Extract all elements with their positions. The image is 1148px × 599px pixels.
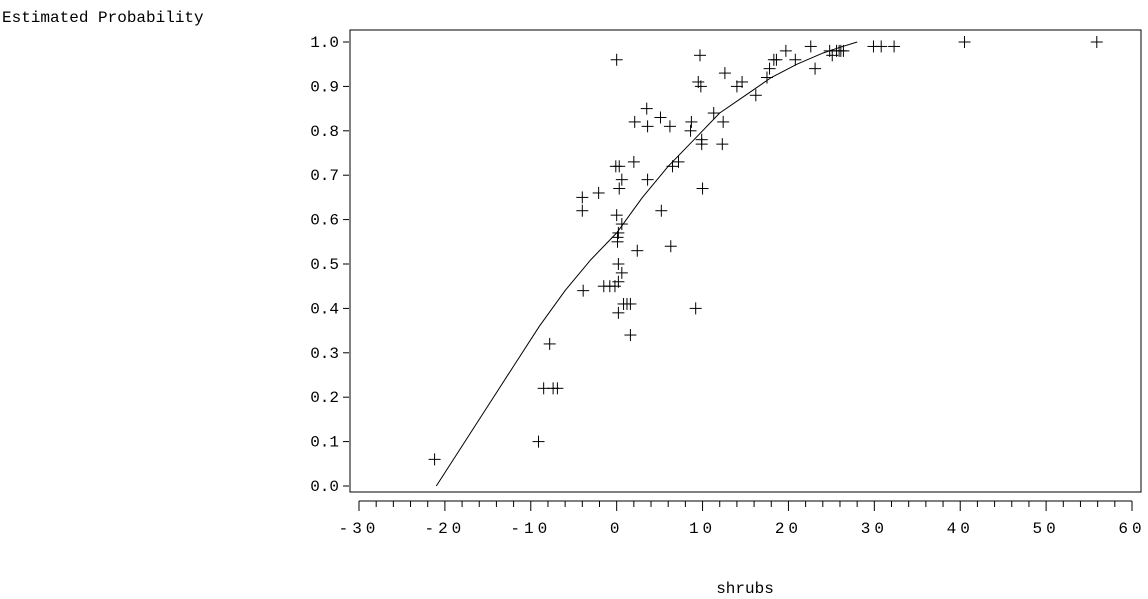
plot-frame — [349, 29, 1142, 493]
data-point — [695, 133, 708, 146]
data-point — [717, 115, 730, 128]
x-tick-label: 10 — [689, 520, 716, 538]
y-tick-label: 1.0 — [310, 34, 339, 52]
data-point — [718, 67, 731, 80]
data-point — [770, 53, 783, 66]
x-tick-label: -30 — [339, 520, 380, 538]
data-point — [779, 44, 792, 57]
data-point — [610, 209, 623, 222]
scatter-points — [428, 36, 1103, 466]
y-tick-label: 0.8 — [310, 123, 339, 141]
data-point — [837, 44, 850, 57]
data-point — [615, 218, 628, 231]
y-axis: 0.0 0.1 0.2 0.3 0.4 0.5 0.6 0.7 0.8 0.9 1.0 — [310, 34, 349, 496]
data-point — [577, 284, 590, 297]
data-point — [684, 124, 697, 137]
y-tick-label: 0.2 — [310, 389, 339, 407]
data-point — [655, 204, 668, 217]
data-point — [763, 62, 776, 75]
data-point — [428, 453, 441, 466]
y-tick-label: 0.4 — [310, 300, 339, 318]
data-point — [804, 40, 817, 53]
data-point — [612, 226, 625, 239]
data-point — [641, 173, 654, 186]
x-tick-label: 0 — [610, 520, 624, 538]
data-point — [631, 244, 644, 257]
data-point — [875, 40, 888, 53]
data-point — [628, 115, 641, 128]
data-point — [689, 302, 702, 315]
data-point — [654, 111, 667, 124]
data-point — [627, 155, 640, 168]
y-tick-label: 0.6 — [310, 212, 339, 230]
x-tick-label: 60 — [1118, 520, 1145, 538]
data-point — [592, 186, 605, 199]
x-tick-label: -20 — [424, 520, 465, 538]
data-point — [707, 107, 720, 120]
data-point — [664, 240, 677, 253]
data-point — [666, 160, 679, 173]
x-tick-label: 50 — [1033, 520, 1060, 538]
data-point — [532, 435, 545, 448]
data-point — [576, 191, 589, 204]
data-point — [624, 329, 637, 342]
data-point — [672, 155, 685, 168]
data-point — [615, 173, 628, 186]
data-point — [624, 297, 637, 310]
x-tick-label: 20 — [775, 520, 802, 538]
data-point — [693, 49, 706, 62]
data-point — [551, 382, 564, 395]
y-axis-label: Estimated Probability — [2, 9, 204, 27]
data-point — [612, 258, 625, 270]
data-point — [809, 62, 822, 75]
data-point — [576, 204, 589, 217]
data-point — [640, 102, 653, 115]
data-point — [543, 337, 556, 350]
data-point — [613, 160, 626, 173]
data-point — [641, 120, 654, 133]
x-tick-label: -10 — [510, 520, 551, 538]
data-point — [1090, 36, 1103, 48]
x-tick-label: 40 — [947, 520, 974, 538]
data-point — [663, 120, 676, 133]
y-tick-label: 0.9 — [310, 78, 339, 96]
data-point — [613, 182, 626, 195]
y-tick-label: 0.1 — [310, 434, 339, 452]
y-tick-label: 0.5 — [310, 256, 339, 274]
data-point — [612, 275, 625, 288]
data-point — [736, 75, 749, 88]
data-point — [615, 266, 628, 279]
data-point — [685, 115, 698, 128]
data-point — [696, 182, 709, 195]
data-point — [760, 71, 773, 84]
y-tick-label: 0.7 — [310, 167, 339, 185]
y-tick-label: 0.0 — [310, 478, 339, 496]
data-point — [694, 80, 707, 93]
data-point — [612, 306, 625, 319]
y-tick-label: 0.3 — [310, 345, 339, 363]
x-tick-label: 30 — [861, 520, 888, 538]
x-axis-label: shrubs — [716, 580, 774, 598]
data-point — [958, 36, 971, 48]
data-point — [789, 53, 802, 66]
fitted-curve — [435, 41, 858, 487]
data-point — [610, 53, 623, 66]
data-point — [749, 89, 762, 102]
data-point — [888, 40, 901, 53]
data-point — [716, 138, 729, 151]
x-axis: -30 -20 -10 0 10 20 30 40 50 60 — [339, 501, 1145, 538]
